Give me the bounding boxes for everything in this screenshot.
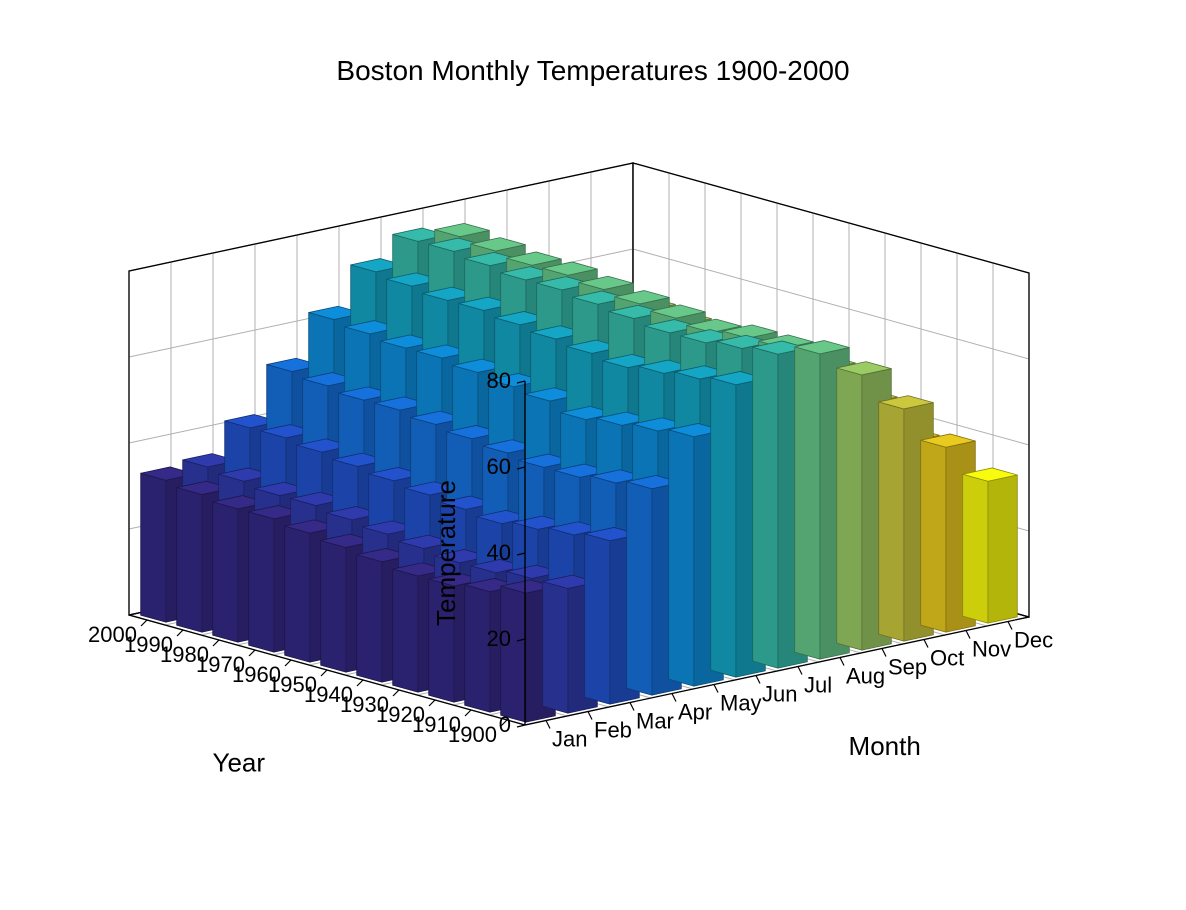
z-axis-label: Temperature xyxy=(431,480,461,626)
y-axis-label: Year xyxy=(213,747,266,777)
x-tick-label: Jan xyxy=(552,727,587,752)
x-tick xyxy=(924,640,928,648)
x-axis-label: Month xyxy=(849,731,921,761)
chart-title: Boston Monthly Temperatures 1900-2000 xyxy=(336,55,849,86)
y-tick xyxy=(393,690,399,696)
bar-side-left xyxy=(795,347,820,659)
x-tick-label: Dec xyxy=(1014,628,1053,653)
bar-side-left xyxy=(249,512,274,652)
y-tick xyxy=(321,670,327,676)
z-tick-label: 0 xyxy=(499,712,511,737)
x-tick xyxy=(840,658,844,666)
bar-side-left xyxy=(141,473,166,622)
z-tick xyxy=(517,725,525,727)
bar-side-left xyxy=(669,430,694,686)
bar-side-left xyxy=(627,482,652,695)
x-tick-label: Oct xyxy=(930,646,964,671)
x-tick xyxy=(546,721,550,729)
bar xyxy=(963,468,1018,623)
bar3d-chart: 0 20 40 60 80 Jan FebMarApr MayJun Jul AugSepOct N… xyxy=(0,0,1186,910)
x-tick-label: Nov xyxy=(972,637,1011,662)
x-tick-label: Sep xyxy=(888,655,927,680)
x-tick xyxy=(672,694,676,702)
y-tick-label: 2000 xyxy=(88,622,137,647)
y-tick xyxy=(357,680,363,686)
y-tick xyxy=(285,660,291,666)
bar-side-left xyxy=(321,540,346,672)
z-tick-label: 60 xyxy=(487,454,511,479)
x-tick xyxy=(966,631,970,639)
x-tick-label: May xyxy=(720,691,762,716)
bar-side-left xyxy=(501,586,526,722)
bar-side-left xyxy=(879,402,904,641)
bar-side-left xyxy=(711,378,736,677)
bar-side-left xyxy=(753,347,778,668)
bar-side-left xyxy=(357,555,382,682)
x-tick xyxy=(798,667,802,675)
y-tick xyxy=(249,650,255,656)
x-tick xyxy=(630,703,634,711)
bar-side-left xyxy=(963,474,988,623)
bar-side-left xyxy=(585,534,610,704)
y-tick xyxy=(213,640,219,646)
x-tick-label: Apr xyxy=(678,700,712,725)
x-tick-label: Mar xyxy=(636,709,674,734)
y-tick xyxy=(177,630,183,636)
x-tick xyxy=(756,676,760,684)
x-tick-label: Jun xyxy=(762,682,797,707)
bar-side-left xyxy=(177,488,202,633)
bar-side-left xyxy=(837,368,862,650)
bar-side-left xyxy=(285,526,310,662)
y-tick xyxy=(141,620,147,626)
z-tick-label: 80 xyxy=(487,368,511,393)
z-tick-label: 40 xyxy=(487,540,511,565)
y-tick xyxy=(429,700,435,706)
bar-side-left xyxy=(213,502,238,642)
bar-side-left xyxy=(543,581,568,713)
x-tick xyxy=(1008,622,1012,630)
x-tick-label: Aug xyxy=(846,664,885,689)
bar-side-left xyxy=(393,569,418,692)
x-tick xyxy=(882,649,886,657)
z-tick-label: 20 xyxy=(487,626,511,651)
bar-side-front xyxy=(988,475,1017,623)
y-tick xyxy=(465,710,471,716)
x-tick-label: Jul xyxy=(804,673,832,698)
bar-side-left xyxy=(921,440,946,632)
x-tick xyxy=(588,712,592,720)
x-tick xyxy=(714,685,718,693)
x-tick-label: Feb xyxy=(594,718,632,743)
